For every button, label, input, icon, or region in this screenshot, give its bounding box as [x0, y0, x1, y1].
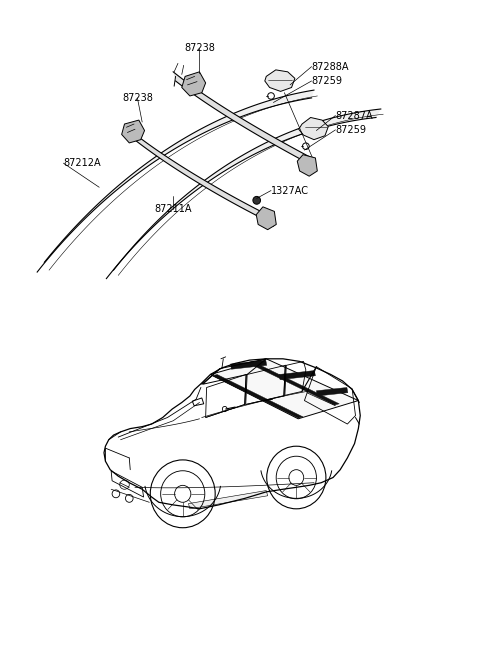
Polygon shape	[299, 117, 328, 140]
Polygon shape	[210, 359, 359, 419]
Polygon shape	[279, 371, 315, 380]
Polygon shape	[256, 207, 276, 230]
Polygon shape	[121, 120, 144, 143]
Polygon shape	[297, 155, 317, 176]
Text: 1327AC: 1327AC	[271, 185, 309, 196]
Text: 87287A: 87287A	[336, 111, 373, 121]
Polygon shape	[212, 375, 303, 418]
Ellipse shape	[253, 196, 261, 204]
Polygon shape	[182, 72, 205, 96]
Text: 87238: 87238	[184, 43, 215, 53]
Polygon shape	[248, 362, 339, 405]
Polygon shape	[107, 109, 381, 278]
Text: 87288A: 87288A	[312, 62, 349, 71]
Polygon shape	[230, 360, 267, 369]
Polygon shape	[37, 90, 314, 272]
Polygon shape	[128, 128, 275, 225]
Text: 87238: 87238	[122, 93, 153, 103]
Polygon shape	[173, 72, 314, 166]
Polygon shape	[316, 388, 348, 396]
Polygon shape	[265, 70, 295, 92]
Text: 87212A: 87212A	[63, 158, 101, 168]
Text: 87259: 87259	[336, 125, 366, 135]
Text: 87211A: 87211A	[155, 204, 192, 214]
Text: 87259: 87259	[312, 76, 343, 86]
Polygon shape	[189, 491, 268, 509]
